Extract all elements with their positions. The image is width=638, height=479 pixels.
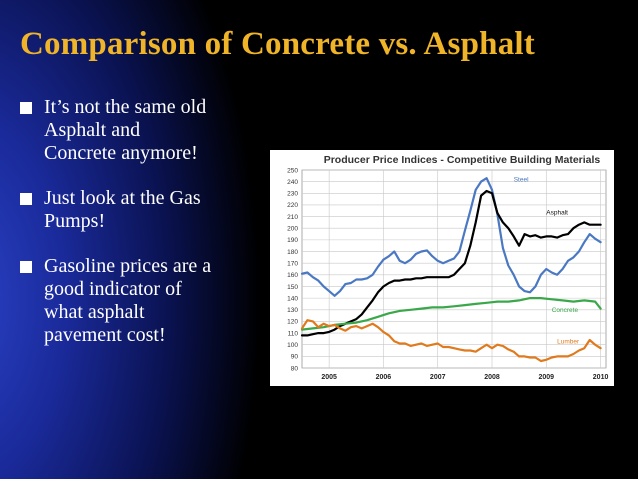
y-tick-label: 220 (287, 202, 298, 209)
chart: Producer Price Indices - Competitive Bui… (270, 150, 614, 386)
y-tick-label: 160 (287, 272, 298, 279)
plot-area (301, 169, 607, 369)
series-label-asphalt: Asphalt (546, 209, 568, 216)
bullet-item: Just look at the Gas Pumps! (18, 187, 263, 233)
bullet-text-line: Pumps! (44, 210, 106, 232)
bullet-text-line: It’s not the same old (44, 96, 207, 118)
y-tick-label: 100 (287, 342, 298, 349)
y-tick-label: 80 (291, 365, 299, 372)
bullet-text-line: Gasoline prices are a (44, 255, 212, 277)
y-tick-label: 150 (287, 284, 298, 291)
line-chart: Producer Price Indices - Competitive Bui… (270, 150, 614, 386)
bullet-item: Gasoline prices are a good indicator of wh… (18, 255, 263, 347)
bullet-text-line: good indicator of (44, 278, 182, 300)
bullet-text-line: pavement cost! (44, 324, 166, 346)
series-line-lumber (300, 319, 602, 363)
x-tick-label: 2007 (430, 374, 446, 381)
y-tick-label: 200 (287, 226, 298, 233)
x-tick-label: 2010 (593, 374, 609, 381)
y-tick-label: 110 (288, 330, 299, 337)
chart-title: Producer Price Indices - Competitive Bui… (324, 154, 601, 166)
bullet-square-icon (20, 193, 32, 205)
series-label-lumber: Lumber (557, 339, 580, 346)
x-tick-label: 2008 (484, 374, 500, 381)
series-line-concrete (300, 297, 602, 331)
y-tick-label: 190 (287, 237, 298, 244)
y-tick-label: 240 (287, 179, 298, 186)
y-tick-label: 230 (287, 191, 298, 198)
bullet-square-icon (20, 261, 32, 273)
y-tick-label: 170 (287, 260, 298, 267)
bullet-square-icon (20, 102, 32, 114)
bullet-text-line: what asphalt (44, 301, 145, 323)
series-line-asphalt (300, 189, 602, 337)
y-tick-label: 120 (287, 319, 298, 326)
y-tick-label: 180 (287, 249, 298, 256)
series-label-concrete: Concrete (552, 307, 579, 314)
y-tick-label: 210 (287, 214, 298, 221)
bullet-text-line: Concrete anymore! (44, 142, 198, 164)
x-tick-label: 2005 (321, 374, 337, 381)
y-tick-label: 250 (287, 167, 298, 174)
bullet-text-line: Just look at the Gas (44, 187, 201, 209)
series-line-steel (300, 177, 602, 297)
y-tick-label: 90 (291, 354, 299, 361)
x-tick-label: 2006 (376, 374, 392, 381)
y-tick-label: 130 (287, 307, 298, 314)
bullet-list: It’s not the same old Asphalt and Concrete… (18, 96, 263, 347)
series-label-steel: Steel (514, 177, 529, 184)
x-tick-label: 2009 (538, 374, 554, 381)
bullet-text-line: Asphalt and (44, 119, 141, 141)
y-tick-label: 140 (287, 295, 298, 302)
bullet-item: It’s not the same old Asphalt and Concrete… (18, 96, 263, 165)
slide-title: Comparison of Concrete vs. Asphalt (20, 26, 535, 62)
